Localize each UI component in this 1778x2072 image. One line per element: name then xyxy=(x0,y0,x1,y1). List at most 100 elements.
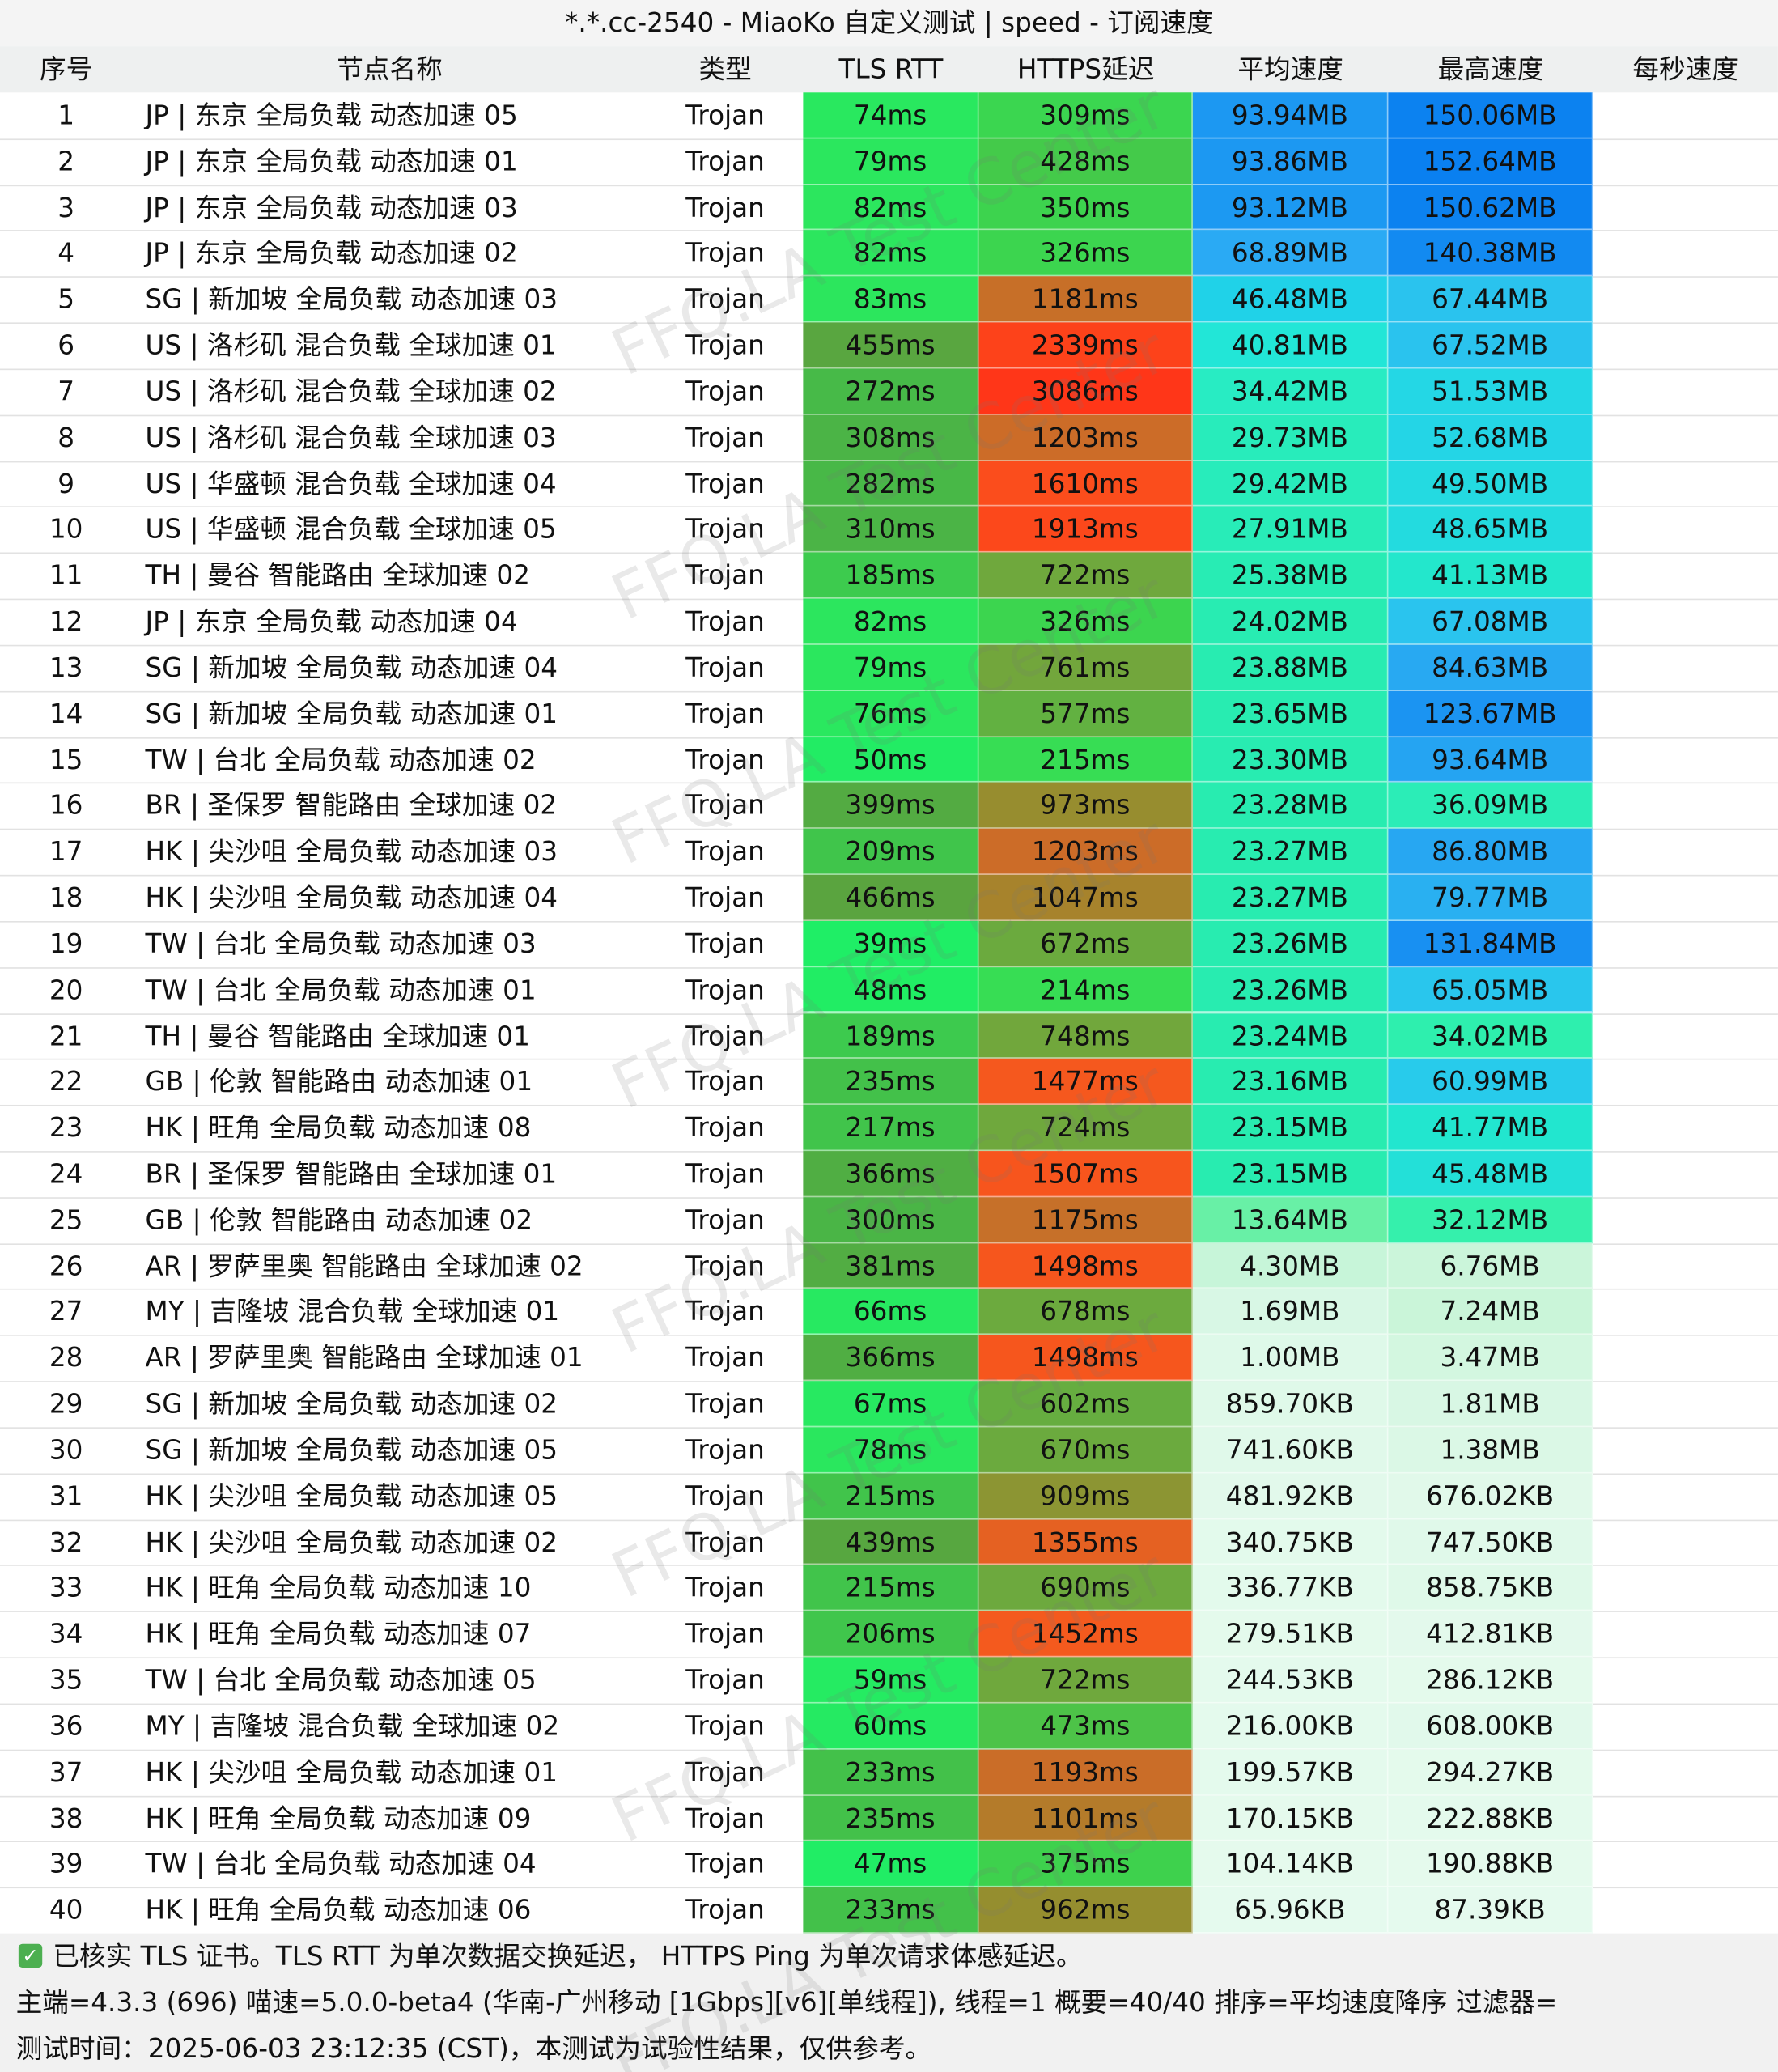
table-cell: 747.50KB xyxy=(1388,1518,1593,1565)
table-cell: 722ms xyxy=(978,1657,1193,1704)
column-header: 最高速度 xyxy=(1437,53,1544,85)
table-cell: Trojan xyxy=(685,1204,765,1236)
table-cell: 672ms xyxy=(978,920,1193,967)
table-cell: HK | 旺角 全局负载 动态加速 09 xyxy=(145,1802,532,1834)
table-cell: 326ms xyxy=(978,230,1193,277)
table-cell: TW | 台北 全局负载 动态加速 01 xyxy=(145,973,537,1005)
table-cell: 74ms xyxy=(803,92,979,139)
table-cell: Trojan xyxy=(685,559,765,592)
table-cell: HK | 旺角 全局负载 动态加速 08 xyxy=(145,1111,532,1144)
table-cell: JP | 东京 全局负载 动态加速 04 xyxy=(145,605,518,638)
footer-line: 已核实 TLS 证书。TLS RTT 为单次数据交换延迟， HTTPS Ping… xyxy=(53,1939,1083,1972)
table-cell: 35 xyxy=(49,1663,83,1696)
table-cell: 59ms xyxy=(803,1657,979,1704)
table-cell: 13.64MB xyxy=(1192,1196,1389,1243)
table-cell: 466ms xyxy=(803,874,979,921)
table-cell: 23.15MB xyxy=(1192,1151,1389,1197)
table-cell: 412.81KB xyxy=(1388,1611,1593,1658)
table-cell: JP | 东京 全局负载 动态加速 05 xyxy=(145,99,518,131)
table-cell: 49.50MB xyxy=(1388,461,1593,507)
table-cell: 34 xyxy=(49,1617,83,1650)
table-cell: Trojan xyxy=(685,1756,765,1788)
footer-line: 测试时间：2025-06-03 23:12:35 (CST)，本测试为试验性结果… xyxy=(15,2032,932,2065)
table-cell: Trojan xyxy=(685,237,765,270)
column-header: 平均速度 xyxy=(1237,53,1343,85)
table-cell: 670ms xyxy=(978,1427,1193,1474)
table-cell: Trojan xyxy=(685,605,765,638)
table-cell: 340.75KB xyxy=(1192,1518,1389,1565)
table-cell: 235ms xyxy=(803,1795,979,1841)
table-cell: 82ms xyxy=(803,598,979,645)
table-cell: 1101ms xyxy=(978,1795,1193,1841)
table-cell: 32.12MB xyxy=(1388,1196,1593,1243)
table-cell: Trojan xyxy=(685,1249,765,1282)
table-cell: 214ms xyxy=(978,966,1193,1013)
table-cell: 104.14KB xyxy=(1192,1841,1389,1887)
table-cell: 23.27MB xyxy=(1192,829,1389,875)
table-cell: GB | 伦敦 智能路由 动态加速 02 xyxy=(145,1204,533,1236)
table-cell: Trojan xyxy=(685,1617,765,1650)
table-cell: Trojan xyxy=(685,1571,765,1604)
table-cell: 93.64MB xyxy=(1388,737,1593,783)
table-cell: 741.60KB xyxy=(1192,1427,1389,1474)
table-cell: 909ms xyxy=(978,1473,1193,1519)
table-cell: 215ms xyxy=(978,737,1193,783)
table-cell: 17 xyxy=(49,835,83,868)
table-cell: HK | 旺角 全局负载 动态加速 06 xyxy=(145,1893,532,1926)
table-cell: 190.88KB xyxy=(1388,1841,1593,1887)
column-header: TLS RTT xyxy=(838,53,944,85)
table-cell: 48.65MB xyxy=(1388,507,1593,553)
table-cell: 9 xyxy=(57,467,74,499)
table-cell: SG | 新加坡 全局负载 动态加速 04 xyxy=(145,651,558,683)
table-cell: TW | 台北 全局负载 动态加速 04 xyxy=(145,1848,537,1880)
table-cell: 25.38MB xyxy=(1192,552,1389,599)
table-cell: 300ms xyxy=(803,1196,979,1243)
table-cell: 272ms xyxy=(803,368,979,415)
table-cell: Trojan xyxy=(685,145,765,177)
table-cell: 152.64MB xyxy=(1388,138,1593,185)
table-cell: 170.15KB xyxy=(1192,1795,1389,1841)
column-header: 每秒速度 xyxy=(1632,53,1738,85)
table-cell: 79.77MB xyxy=(1388,874,1593,921)
table-cell: 366ms xyxy=(803,1335,979,1382)
table-cell: 7 xyxy=(57,375,74,407)
table-cell: TH | 曼谷 智能路由 全球加速 01 xyxy=(145,1019,530,1051)
table-cell: 206ms xyxy=(803,1611,979,1658)
table-cell: 12 xyxy=(49,605,83,638)
table-cell: 13 xyxy=(49,651,83,683)
table-cell: TW | 台北 全局负载 动态加速 02 xyxy=(145,743,537,775)
table-cell: 222.88KB xyxy=(1388,1795,1593,1841)
table-cell: 724ms xyxy=(978,1105,1193,1152)
footer-line: 主端=4.3.3 (696) 喵速=5.0.0-beta4 (华南-广州移动 [… xyxy=(15,1985,1558,2019)
table-cell: Trojan xyxy=(685,1433,765,1466)
table-cell: 150.62MB xyxy=(1388,184,1593,231)
table-cell: 79ms xyxy=(803,138,979,185)
table-cell: HK | 旺角 全局负载 动态加速 10 xyxy=(145,1571,532,1604)
table-cell: 233ms xyxy=(803,1749,979,1796)
table-cell: 678ms xyxy=(978,1289,1193,1335)
table-cell: 32 xyxy=(49,1526,83,1558)
table-cell: Trojan xyxy=(685,191,765,223)
table-cell: 1913ms xyxy=(978,507,1193,553)
table-cell: Trojan xyxy=(685,467,765,499)
table-cell: 308ms xyxy=(803,414,979,461)
table-cell: 29 xyxy=(49,1387,83,1420)
table-cell: 1.00MB xyxy=(1192,1335,1389,1382)
table-cell: 34.42MB xyxy=(1192,368,1389,415)
table-cell: 309ms xyxy=(978,92,1193,139)
footer: ✓ 已核实 TLS 证书。TLS RTT 为单次数据交换延迟， HTTPS Pi… xyxy=(0,1933,1778,2072)
table-cell: 2339ms xyxy=(978,322,1193,369)
table-cell: Trojan xyxy=(685,1065,765,1098)
table-cell: AR | 罗萨里奥 智能路由 全球加速 02 xyxy=(145,1249,583,1282)
table-cell: 1477ms xyxy=(978,1059,1193,1106)
table-cell: 233ms xyxy=(803,1887,979,1934)
table-cell: Trojan xyxy=(685,743,765,775)
table-cell: 350ms xyxy=(978,184,1193,231)
table-cell: 209ms xyxy=(803,829,979,875)
table-cell: 216.00KB xyxy=(1192,1703,1389,1750)
table-cell: 60ms xyxy=(803,1703,979,1750)
table-cell: Trojan xyxy=(685,881,765,914)
table-cell: 33 xyxy=(49,1571,83,1604)
table-cell: 60.99MB xyxy=(1388,1059,1593,1106)
table-cell: MY | 吉隆坡 混合负载 全球加速 01 xyxy=(145,1295,560,1327)
